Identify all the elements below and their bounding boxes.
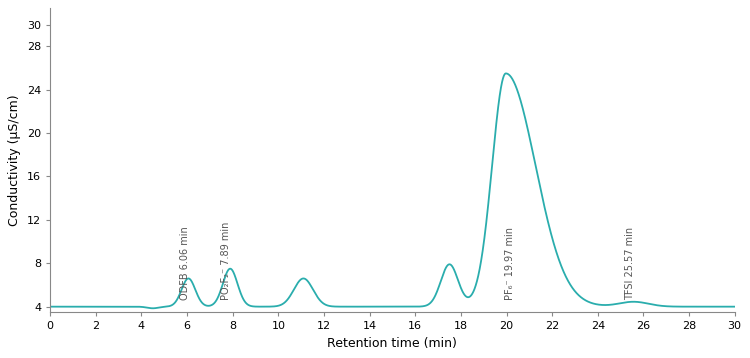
Text: ODFB 6.06 min: ODFB 6.06 min — [180, 226, 190, 300]
X-axis label: Retention time (min): Retention time (min) — [328, 337, 458, 350]
Y-axis label: Conductivity (µS/cm): Conductivity (µS/cm) — [8, 95, 21, 226]
Text: PO₂F₂⁻ 7.89 min: PO₂F₂⁻ 7.89 min — [220, 222, 231, 300]
Text: TFSI 25.57 min: TFSI 25.57 min — [625, 227, 634, 300]
Text: PF₆⁻ 19.97 min: PF₆⁻ 19.97 min — [505, 227, 515, 300]
